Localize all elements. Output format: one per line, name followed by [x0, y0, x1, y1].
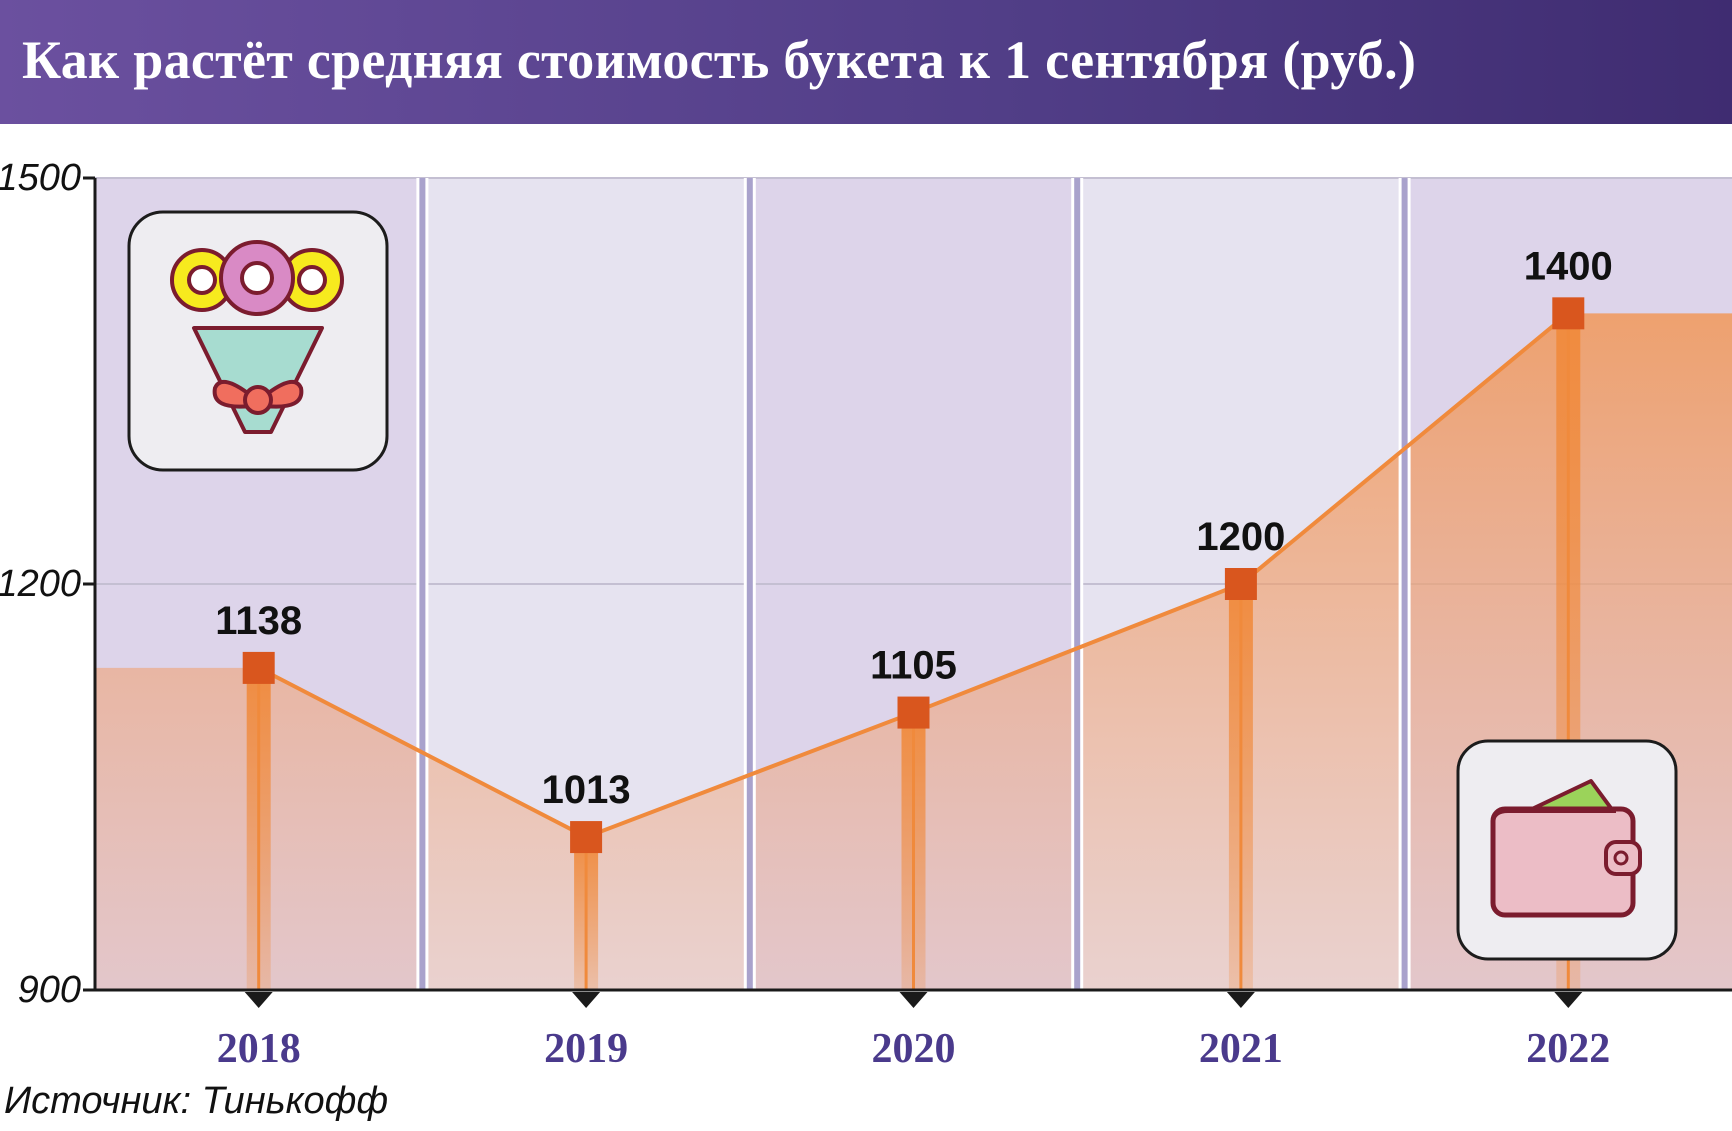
wallet-icon [1456, 739, 1678, 961]
x-tick-label: 2020 [872, 1026, 956, 1072]
x-tick-label: 2022 [1526, 1026, 1610, 1072]
data-point-2020 [897, 696, 930, 729]
data-label-2019: 1013 [542, 768, 631, 812]
data-point-2022 [1552, 297, 1585, 330]
x-tick-mark [1554, 992, 1583, 1008]
x-tick-mark [572, 992, 601, 1008]
data-label-2021: 1200 [1196, 515, 1285, 559]
y-tick-label: 1200 [0, 563, 81, 605]
y-tick-label: 1500 [0, 157, 81, 199]
x-tick-mark [899, 992, 928, 1008]
data-point-2019 [570, 821, 603, 854]
y-tick-label: 900 [18, 969, 81, 1011]
x-tick-mark [1226, 992, 1255, 1008]
source-note: Источник: Тинькофф [4, 1080, 389, 1122]
data-label-2018: 1138 [215, 599, 302, 643]
data-label-2022: 1400 [1524, 244, 1613, 288]
data-point-2021 [1224, 568, 1257, 600]
data-label-2020: 1105 [870, 644, 957, 688]
bouquet-icon [127, 210, 389, 472]
header-banner: Как растёт средняя стоимость букета к 1 … [0, 0, 1732, 124]
x-tick-label: 2018 [217, 1026, 301, 1072]
x-tick-label: 2019 [544, 1026, 628, 1072]
chart-title: Как растёт средняя стоимость букета к 1 … [22, 30, 1417, 90]
data-point-2018 [242, 651, 275, 684]
area-fill [95, 313, 1732, 990]
x-tick-mark [244, 992, 273, 1008]
x-tick-label: 2021 [1199, 1026, 1283, 1072]
